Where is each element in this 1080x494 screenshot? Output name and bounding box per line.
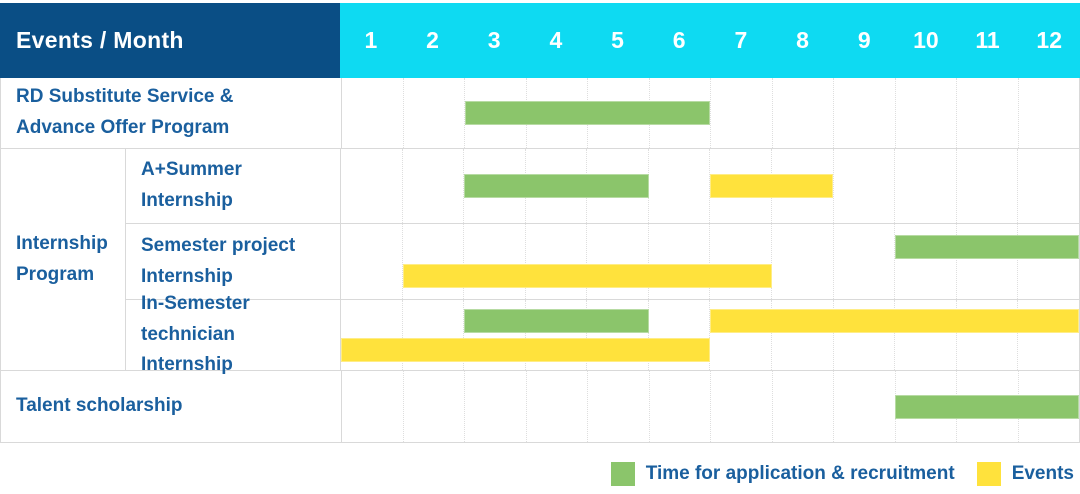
- month-label: 4: [549, 27, 563, 53]
- gantt-bar-line: [341, 174, 1079, 198]
- month-label: 2: [426, 27, 439, 53]
- gantt-bar-line: [341, 308, 1079, 333]
- table-row-semester-project-internship: Semester project Internship: [126, 223, 1079, 299]
- application-color-swatch: [610, 462, 635, 486]
- gantt-cell-in-semester-technician-internship: [340, 300, 1079, 370]
- month-label: 6: [672, 27, 686, 53]
- internship-program-group: Internship Program A+Summer Internship S…: [1, 148, 1079, 376]
- row-label-in-semester-technician-internship: In-Semester technician Internship: [141, 292, 250, 376]
- application-bar: [464, 308, 649, 333]
- gantt-bar-line: [341, 264, 1079, 288]
- gantt-cell-a-summer-internship: [340, 149, 1079, 223]
- table-body: RD Substitute Service & Advance Offer Pr…: [0, 78, 1080, 443]
- table-header: Events / Month 1 2 3 4 5 6 7 8 9 10 11 12: [0, 3, 1080, 78]
- row-label-semester-project-internship: Semester project Internship: [141, 234, 296, 287]
- gantt-bar-line: [342, 394, 1079, 419]
- legend-item-application: Time for application & recruitment: [610, 462, 955, 486]
- month-label: 7: [734, 27, 748, 53]
- event-bar: [710, 308, 1079, 333]
- gantt-cell-rd-substitute: [341, 78, 1079, 148]
- gantt-bar-line: [341, 337, 1079, 362]
- event-bar: [402, 264, 772, 288]
- gantt-bar-line: [341, 235, 1079, 259]
- application-bar: [464, 101, 711, 125]
- month-label: 12: [1036, 27, 1063, 53]
- table-row-in-semester-technician-internship: In-Semester technician Internship: [126, 292, 1079, 376]
- row-label-a-summer-internship: A+Summer Internship: [141, 159, 242, 211]
- gantt-cell-semester-project-internship: [340, 224, 1079, 299]
- event-bar: [341, 337, 710, 362]
- month-label: 5: [611, 27, 624, 53]
- application-bar: [894, 235, 1079, 259]
- legend: Time for application & recruitment Event…: [0, 449, 1080, 494]
- month-label: 10: [913, 27, 939, 53]
- legend-label-application: Time for application & recruitment: [645, 463, 955, 484]
- row-label-rd-substitute: RD Substitute Service & Advance Offer Pr…: [16, 86, 234, 138]
- month-label: 3: [487, 27, 501, 53]
- gantt-cell-talent-scholarship: [341, 371, 1079, 442]
- table-row-rd-substitute: RD Substitute Service & Advance Offer Pr…: [1, 78, 1079, 148]
- month-label: 9: [857, 27, 871, 53]
- group-label-internship-program: Internship Program: [1, 149, 126, 370]
- events-color-swatch: [976, 462, 1001, 486]
- month-label: 1: [364, 27, 378, 53]
- gantt-bar-line: [342, 101, 1079, 125]
- month-header-row: 1 2 3 4 5 6 7 8 9 10 11 12: [340, 3, 1080, 78]
- application-bar: [464, 174, 649, 198]
- legend-label-events: Events: [1011, 463, 1074, 484]
- month-label: 11: [975, 27, 1000, 53]
- table-row-a-summer-internship: A+Summer Internship: [126, 149, 1079, 223]
- events-month-header-cell: Events / Month: [0, 3, 340, 78]
- event-bar: [710, 174, 833, 198]
- legend-item-events: Events: [976, 462, 1074, 486]
- month-label: 8: [796, 27, 809, 53]
- application-bar: [894, 394, 1079, 419]
- internship-program-subrows: A+Summer Internship Semester project Int…: [126, 149, 1079, 376]
- row-label-talent-scholarship: Talent scholarship: [16, 395, 183, 417]
- table-row-talent-scholarship: Talent scholarship: [1, 370, 1079, 442]
